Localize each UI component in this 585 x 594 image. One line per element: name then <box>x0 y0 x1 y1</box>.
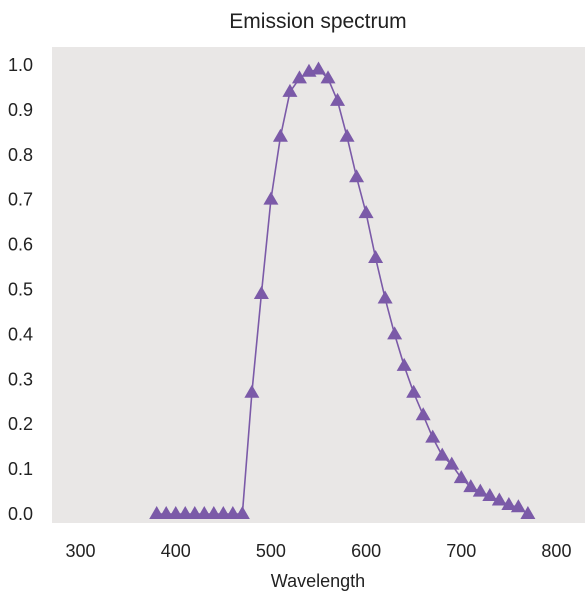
data-point-marker <box>396 357 412 371</box>
data-point-marker <box>472 483 488 497</box>
data-point-marker <box>520 506 536 520</box>
y-tick-label: 0.0 <box>8 504 33 524</box>
y-tick-label: 0.2 <box>8 414 33 434</box>
series-markers <box>149 61 536 520</box>
data-point-marker <box>463 479 479 493</box>
y-tick-label: 0.4 <box>8 324 33 344</box>
data-point-marker <box>368 250 384 264</box>
y-tick-label: 0.8 <box>8 145 33 165</box>
data-point-marker <box>149 506 165 520</box>
data-point-marker <box>234 506 250 520</box>
data-point-marker <box>434 447 450 461</box>
data-point-marker <box>253 285 269 299</box>
data-point-marker <box>168 506 184 520</box>
y-tick-labels: 0.0 0.1 0.2 0.3 0.4 0.5 0.6 0.7 0.8 0.9 1.0 <box>8 55 33 524</box>
data-point-marker <box>510 499 526 513</box>
data-point-marker <box>482 488 498 502</box>
data-point-marker <box>196 506 212 520</box>
data-point-marker <box>491 492 507 506</box>
data-point-marker <box>311 61 326 75</box>
x-tick-label: 300 <box>66 541 96 561</box>
y-tick-label: 1.0 <box>8 55 33 75</box>
data-point-marker <box>444 456 460 470</box>
x-tick-label: 700 <box>446 541 476 561</box>
data-point-marker <box>177 506 193 520</box>
data-point-marker <box>377 290 393 304</box>
data-point-marker <box>158 506 174 520</box>
data-point-marker <box>225 506 241 520</box>
data-point-marker <box>358 205 374 219</box>
data-point-marker <box>244 384 260 398</box>
x-tick-labels: 300 400 500 600 700 800 <box>66 541 572 561</box>
data-point-marker <box>187 506 203 520</box>
data-point-marker <box>406 384 422 398</box>
data-point-marker <box>425 429 441 443</box>
data-point-marker <box>453 470 469 484</box>
data-point-marker <box>291 70 307 84</box>
y-tick-label: 0.6 <box>8 235 33 255</box>
chart-title: Emission spectrum <box>229 10 406 33</box>
data-point-marker <box>263 191 279 205</box>
data-point-marker <box>272 128 288 142</box>
data-point-marker <box>349 169 365 183</box>
y-tick-label: 0.1 <box>8 459 33 479</box>
y-tick-label: 0.7 <box>8 190 33 210</box>
data-point-marker <box>320 70 336 84</box>
x-tick-label: 600 <box>351 541 381 561</box>
data-point-marker <box>206 506 222 520</box>
data-point-marker <box>387 326 403 340</box>
y-tick-label: 0.9 <box>8 100 33 120</box>
data-point-marker <box>330 92 346 106</box>
data-point-marker <box>501 497 517 511</box>
x-tick-label: 400 <box>161 541 191 561</box>
data-point-marker <box>215 506 231 520</box>
data-point-marker <box>282 83 298 97</box>
x-axis-label: Wavelength <box>271 571 365 591</box>
y-tick-label: 0.5 <box>8 279 33 299</box>
data-point-marker <box>339 128 355 142</box>
x-tick-label: 800 <box>541 541 571 561</box>
x-tick-label: 500 <box>256 541 286 561</box>
y-tick-label: 0.3 <box>8 369 33 389</box>
data-point-marker <box>415 407 431 421</box>
plot-area <box>52 47 585 523</box>
